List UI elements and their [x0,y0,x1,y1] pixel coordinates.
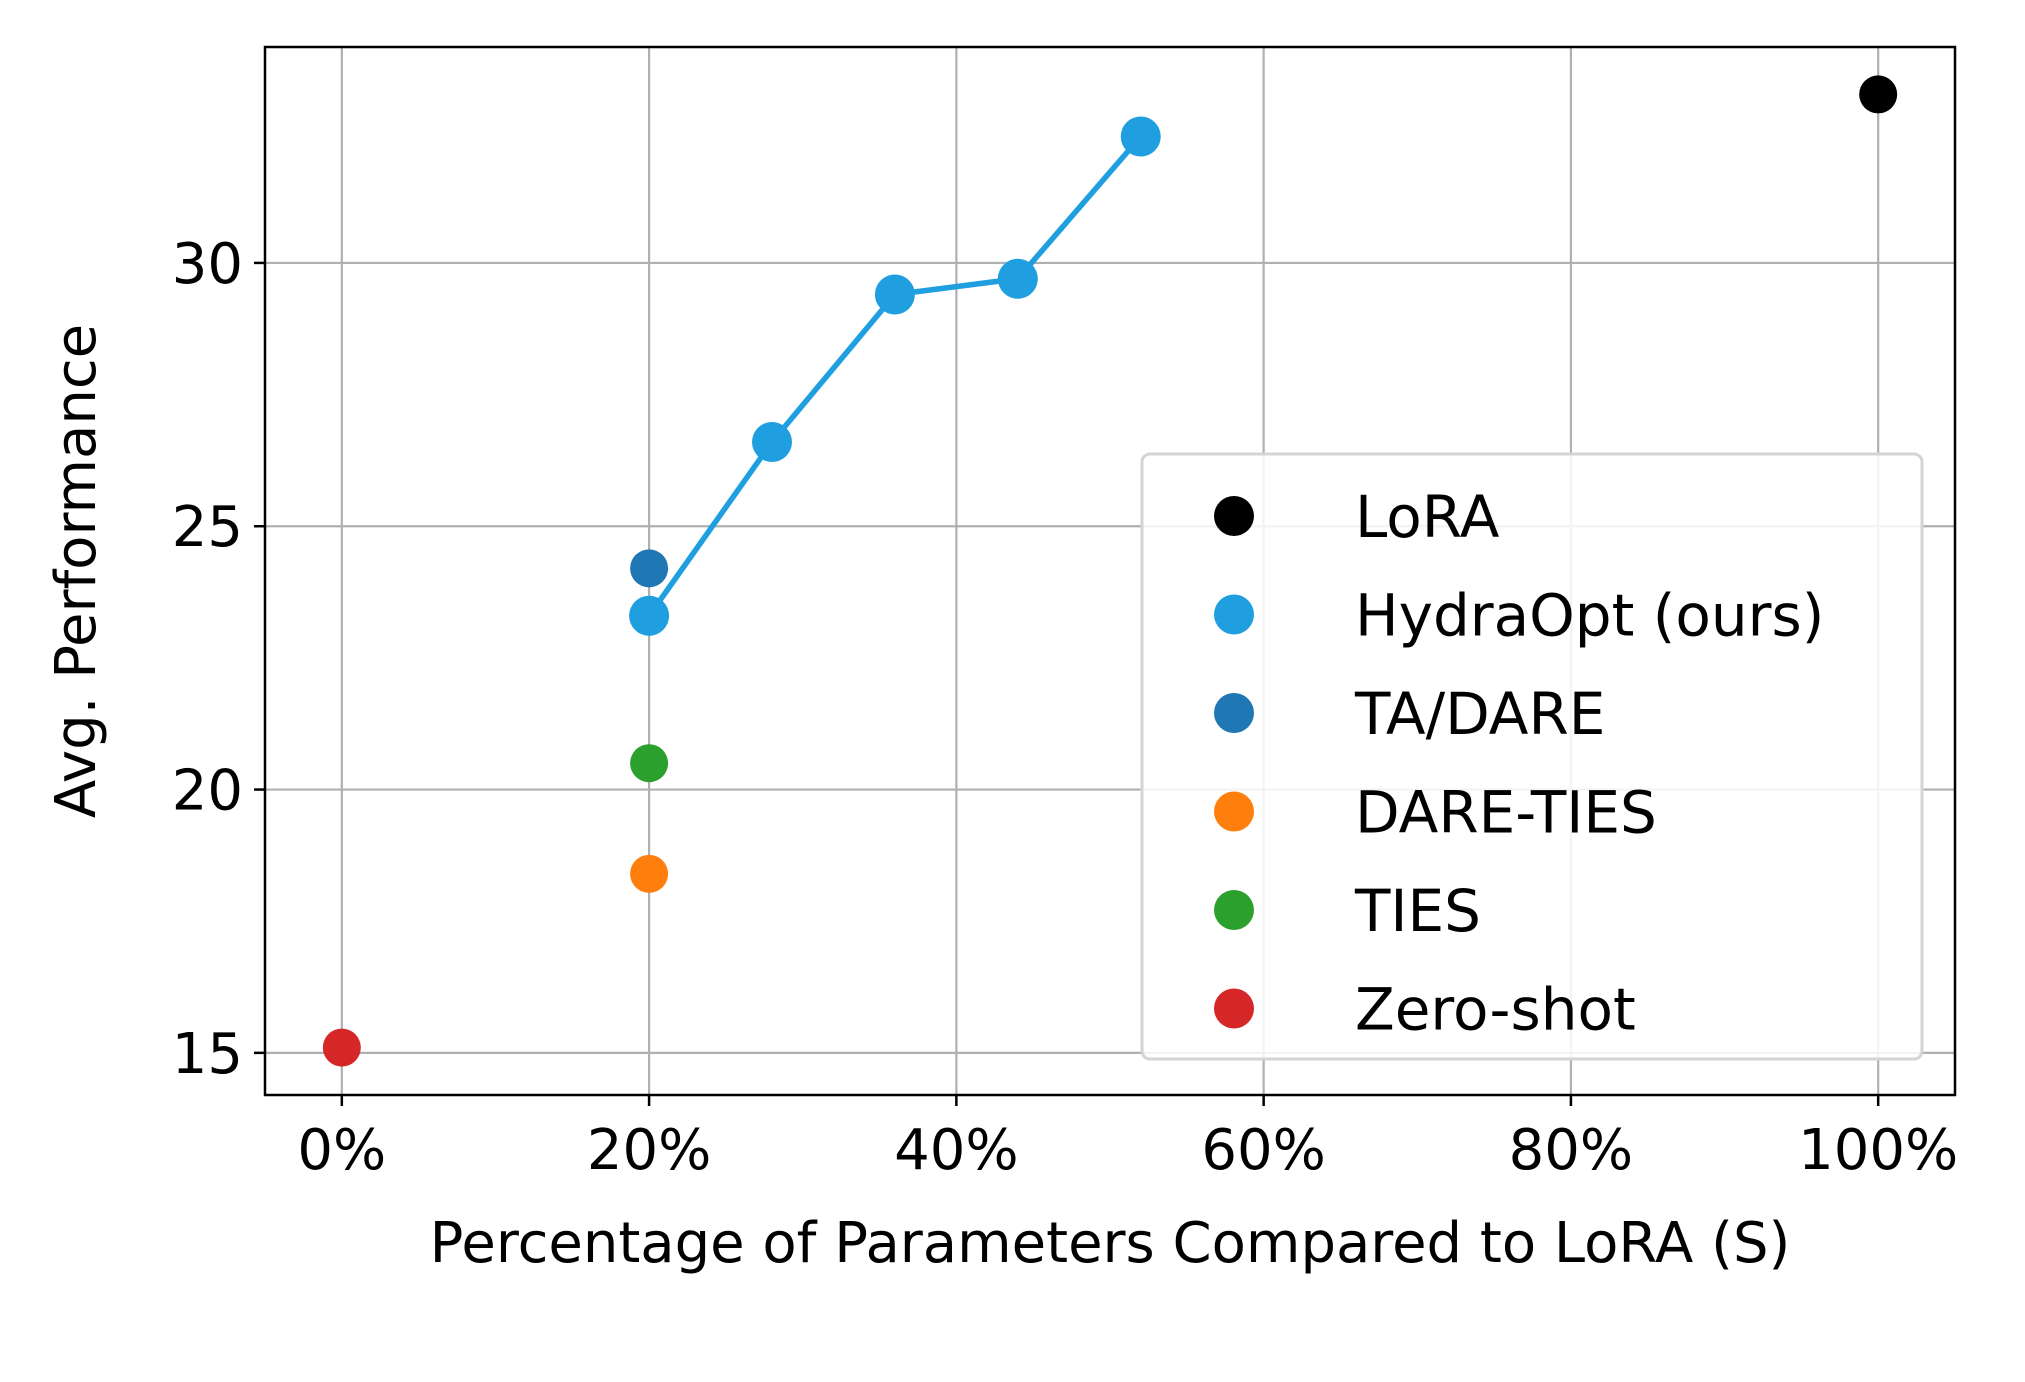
data-point-hydraopt-ours [874,274,915,315]
data-point-hydraopt-ours [752,421,792,462]
legend-item-hydraopt-ours: HydraOpt (ours) [1214,582,1824,650]
legend-marker [1214,988,1254,1029]
legend-item-zero-shot: Zero-shot [1214,976,1636,1044]
data-point-lora [1859,75,1898,114]
data-point-ties [630,744,669,783]
x-tick-label: 80% [1509,1118,1633,1183]
x-axis-title: Percentage of Parameters Compared to LoR… [430,1211,1791,1276]
plot-series [322,75,1898,1067]
y-tick-label: 25 [172,495,243,560]
legend-marker [1214,791,1254,832]
x-tick-label: 100% [1798,1118,1958,1183]
legend-label: DARE-TIES [1355,779,1657,847]
legend-label: TIES [1354,877,1481,945]
y-tick-label: 20 [172,759,243,824]
x-tick-label: 0% [297,1118,386,1183]
x-tick-label: 20% [587,1118,711,1183]
y-axis-title: Avg. Performance [44,324,109,818]
legend-label: TA/DARE [1354,680,1605,748]
y-tick-label: 30 [172,232,243,297]
legend-marker [1214,594,1254,635]
y-tick-label: 15 [172,1022,243,1087]
data-point-hydraopt-ours [629,595,670,636]
legend-box [1140,452,1924,1061]
x-tick-label: 60% [1201,1118,1325,1183]
legend-label: LoRA [1355,483,1500,551]
legend-label: HydraOpt (ours) [1355,582,1824,650]
legend-item-ties: TIES [1214,877,1481,945]
data-point-ta-dare [630,549,669,588]
axis-ticks: 0% 20% 40% 60% 80% 100% 15 20 25 30 [172,232,1959,1183]
legend: LoRA HydraOpt (ours) TA/DARE DARE-TIES TIES Z… [1140,452,1924,1061]
legend-items: LoRA HydraOpt (ours) TA/DARE DARE-TIES TIES Z… [1214,483,1824,1044]
data-point-hydraopt-ours [1120,116,1161,157]
x-tick-label: 40% [894,1118,1018,1183]
legend-marker [1214,890,1254,930]
legend-marker [1214,693,1254,733]
legend-item-ta-dare: TA/DARE [1214,680,1605,748]
data-point-zero-shot [322,1028,361,1067]
legend-label: Zero-shot [1355,976,1636,1044]
data-point-hydraopt-ours [997,258,1038,299]
legend-item-dare-ties: DARE-TIES [1214,779,1657,847]
legend-item-lora: LoRA [1214,483,1500,551]
legend-marker [1214,496,1254,536]
data-point-dare-ties [630,854,669,893]
plot-frame [263,45,1957,1097]
